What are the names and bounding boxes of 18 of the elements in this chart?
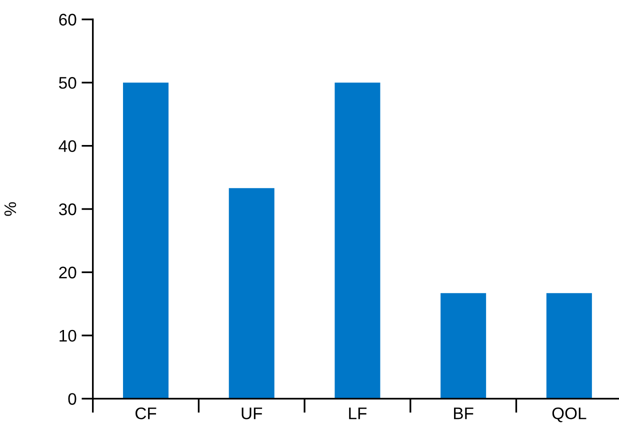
y-tick-label: 60 [59,14,76,26]
y-axis-title: % [4,202,16,216]
bar [228,188,274,399]
x-tick-label: QOL [552,407,586,422]
x-tick-label: BF [454,408,474,420]
y-tick-label: 40 [58,140,76,152]
y-tick-label: 30 [58,203,76,216]
bar [546,293,592,399]
y-tick-label: 10 [60,330,76,342]
x-tick-label: CF [136,407,156,420]
y-tick-label: 0 [68,393,76,405]
bar [440,293,486,399]
x-tick-label: UF [242,408,262,420]
x-tick-label: LF [349,408,367,420]
y-tick-label: 20 [59,266,76,278]
bar [334,82,380,399]
bar [123,82,169,399]
y-tick-label: 50 [59,77,76,89]
